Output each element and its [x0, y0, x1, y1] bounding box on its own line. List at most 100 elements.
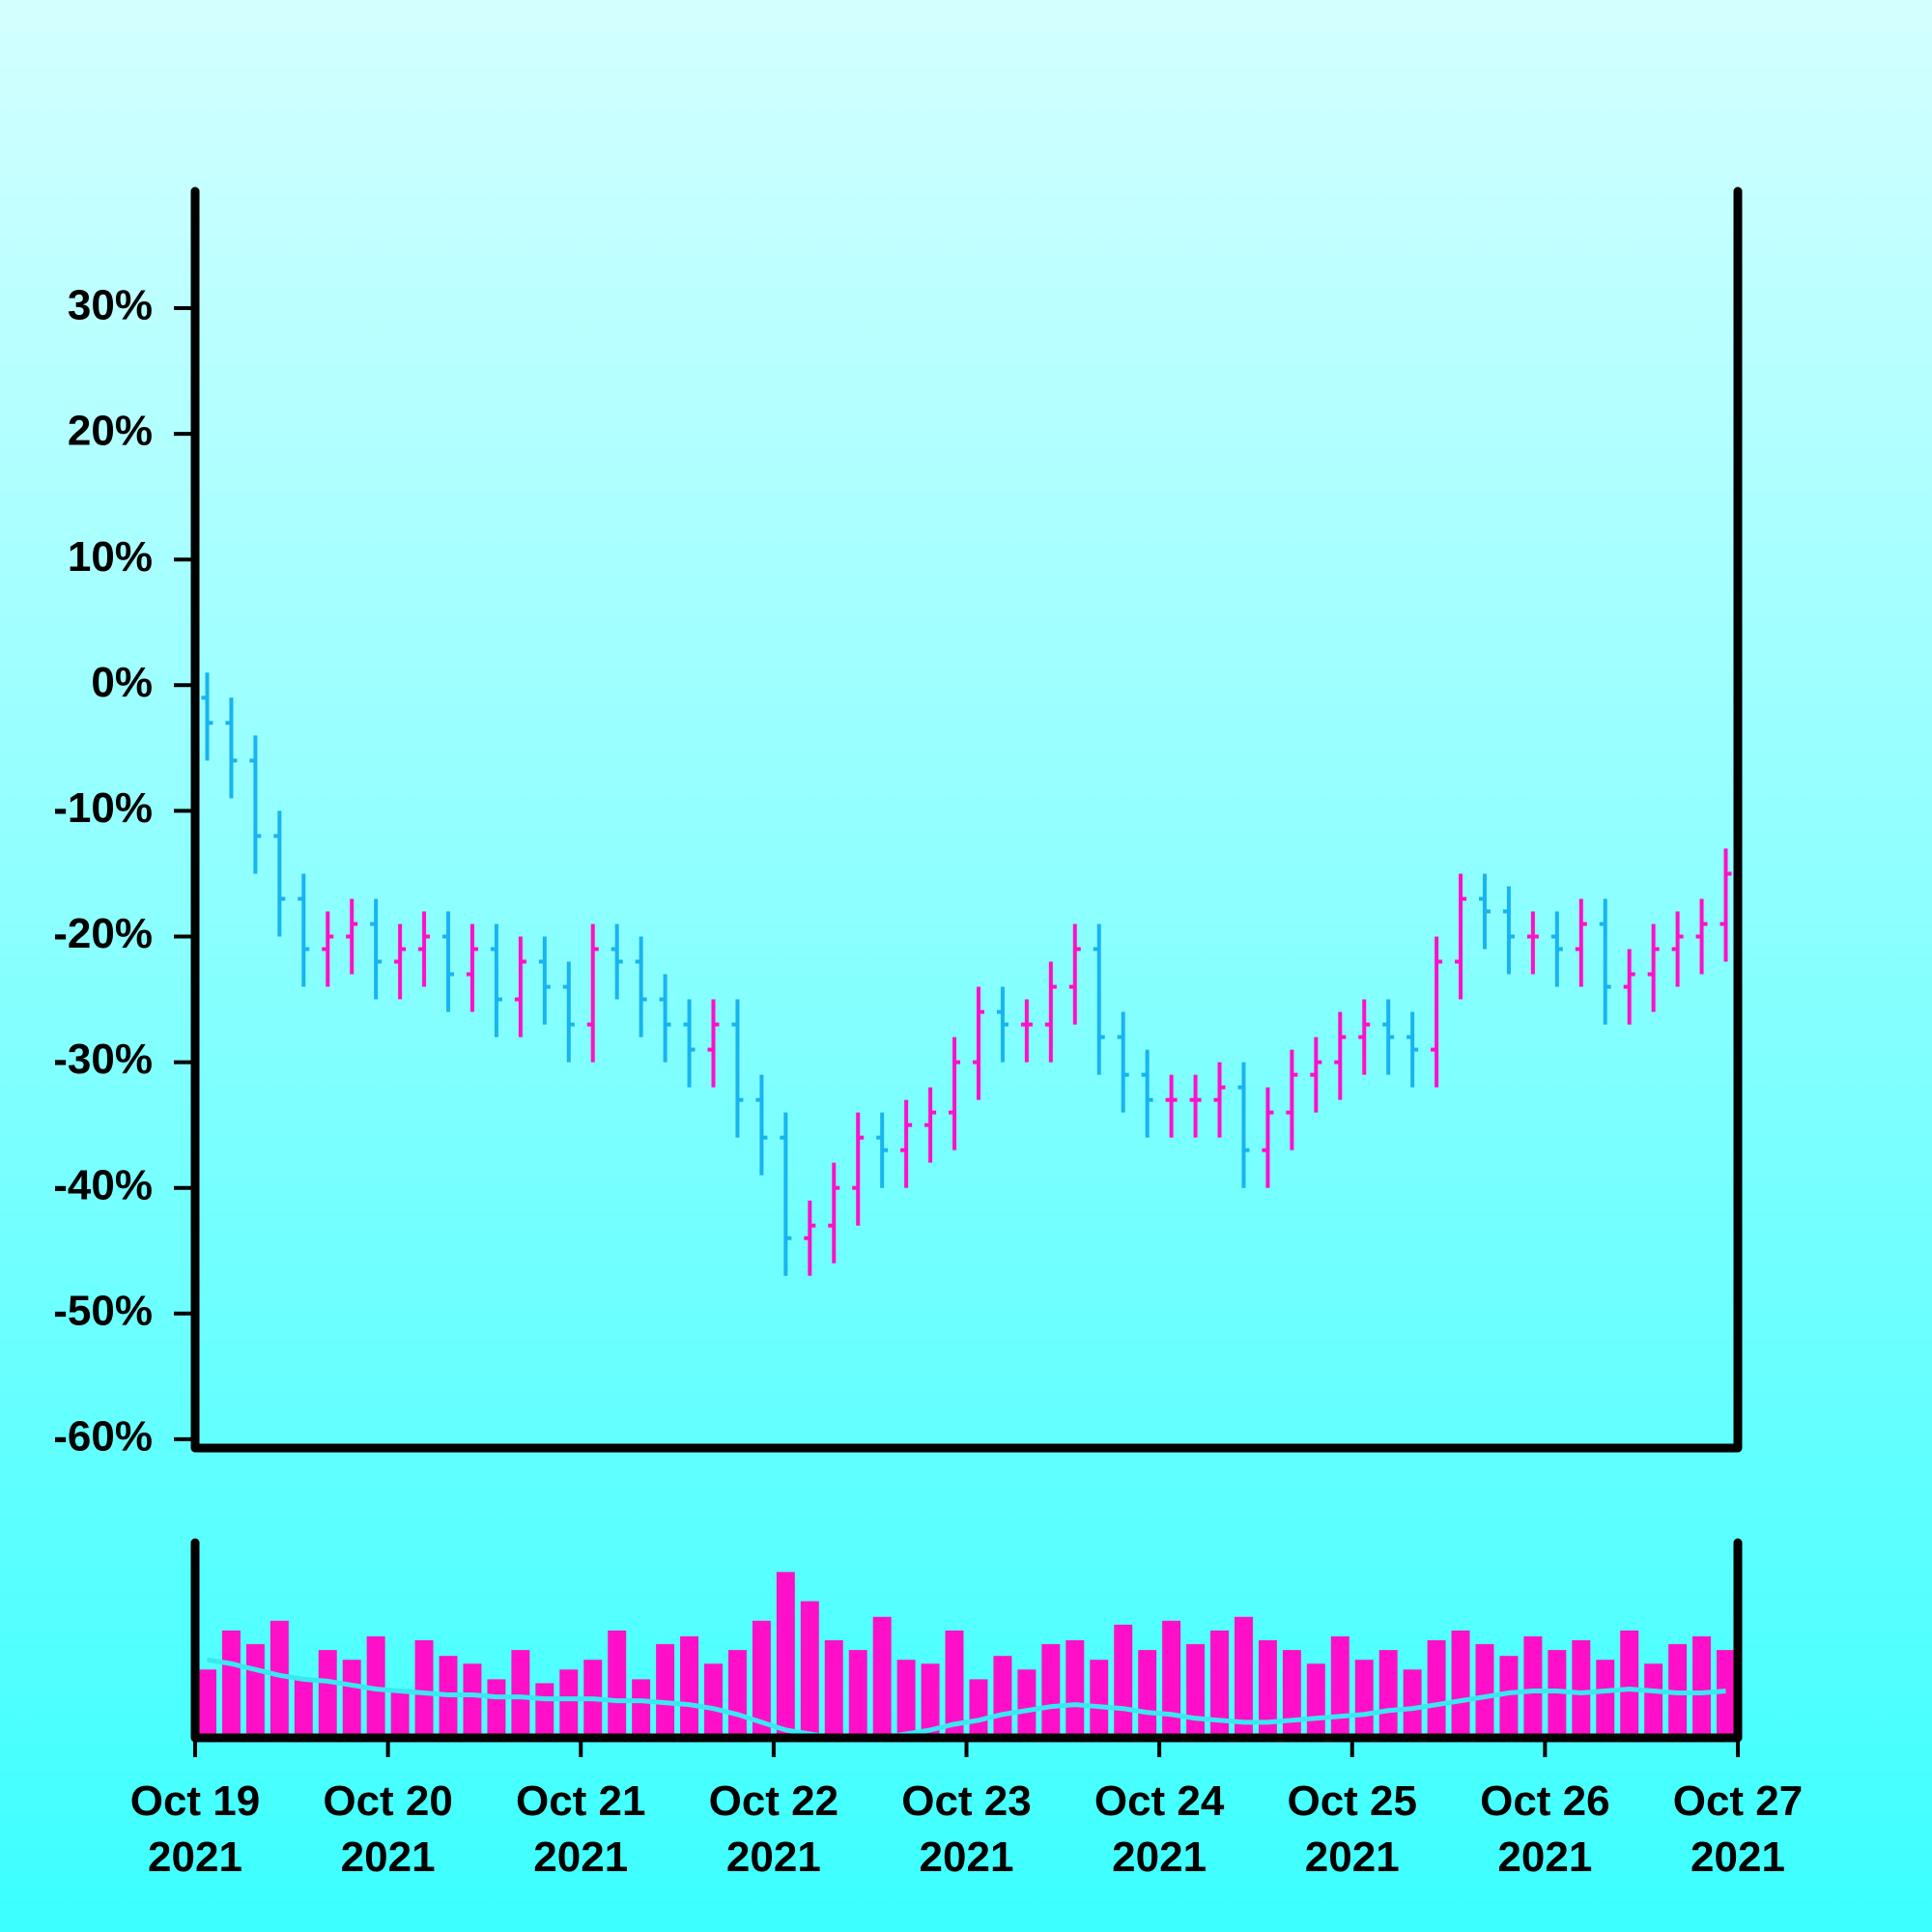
volume-bar: [511, 1650, 530, 1738]
ohlc-bar: [1695, 898, 1708, 975]
volume-bar: [1427, 1640, 1446, 1738]
volume-bar: [1499, 1656, 1519, 1738]
ohlc-bar: [1719, 848, 1732, 962]
volume-bar: [342, 1660, 361, 1738]
ohlc-bar: [1213, 1062, 1226, 1138]
x-tick-label: Oct 23 2021: [901, 1777, 1032, 1881]
volume-bar: [1017, 1669, 1037, 1738]
ohlc-bar: [466, 923, 478, 1012]
y-tick-label: 10%: [68, 533, 153, 581]
volume-bar: [1186, 1644, 1206, 1738]
volume-bar: [1041, 1644, 1061, 1738]
volume-bar: [680, 1635, 699, 1738]
volume-bar: [872, 1616, 892, 1738]
volume-bar: [487, 1679, 506, 1738]
y-tick-label: -60%: [53, 1413, 153, 1461]
volume-bar: [294, 1679, 313, 1738]
volume-bar: [945, 1630, 964, 1738]
volume-bar: [1451, 1630, 1470, 1738]
ohlc-bar: [418, 911, 431, 987]
volume-bar: [1572, 1640, 1591, 1738]
y-tick-label: 0%: [91, 659, 153, 706]
plot: 30% 20% 10% 0% -10% -20% -30% -40% -50% -60%: [53, 186, 1743, 1757]
ohlc-bar: [225, 697, 238, 799]
ohlc-bar: [394, 923, 407, 1000]
volume-bar: [270, 1620, 289, 1738]
x-tick-label: Oct 26 2021: [1480, 1777, 1610, 1881]
volume-bar: [1258, 1640, 1277, 1738]
volume-bar: [1717, 1650, 1736, 1738]
volume-bar: [1620, 1630, 1639, 1738]
ohlc-bar: [804, 1200, 816, 1276]
ohlc-bar: [1575, 898, 1587, 987]
volume-bar: [1378, 1650, 1398, 1738]
volume-bar: [1523, 1635, 1543, 1738]
ohlc-bar: [1406, 1011, 1419, 1088]
volume-bar: [824, 1640, 843, 1738]
ohlc-bar: [1623, 949, 1635, 1025]
ohlc-bar: [1334, 1011, 1347, 1100]
volume-bar: [921, 1663, 940, 1738]
ohlc-bar: [1478, 873, 1491, 950]
volume-bar: [318, 1650, 337, 1738]
volume-bar: [1234, 1616, 1253, 1738]
volume-bar: [800, 1601, 819, 1738]
price-axes: [190, 186, 1743, 1453]
ohlc-bar: [900, 1099, 913, 1188]
volume-bar: [1065, 1640, 1085, 1738]
volume-bar: [896, 1660, 916, 1738]
ohlc-bar: [852, 1112, 865, 1226]
ohlc-bar: [828, 1162, 840, 1264]
volume-bar: [463, 1663, 482, 1738]
ohlc-bar: [1358, 999, 1371, 1075]
volume-bar: [390, 1689, 410, 1738]
ohlc-bar: [1068, 923, 1081, 1025]
ohlc-bar: [780, 1112, 792, 1276]
volume-axes: [190, 1538, 1743, 1743]
volume-bar: [969, 1679, 988, 1738]
y-tick-label: -10%: [53, 784, 153, 832]
ohlc-bar: [322, 911, 334, 987]
volume-bar: [1403, 1669, 1422, 1738]
ohlc-bar: [972, 986, 984, 1100]
ohlc-bar: [1165, 1074, 1178, 1138]
ohlc-bar: [249, 735, 262, 874]
volume-bar: [1596, 1660, 1615, 1738]
volume-ma-line: [207, 1657, 1726, 1738]
x-tick-label: Oct 27 2021: [1672, 1777, 1804, 1881]
ohlc-bar: [731, 999, 744, 1138]
volume-bar: [704, 1663, 723, 1738]
ohlc-bar: [659, 974, 671, 1063]
x-tick-label: Oct 24 2021: [1094, 1777, 1225, 1881]
y-tick-label: -50%: [53, 1287, 153, 1334]
ohlc-bar: [346, 898, 358, 975]
ohlc-bar: [1431, 936, 1443, 1088]
ohlc-bar: [611, 923, 623, 1000]
ohlc-bar: [201, 672, 213, 761]
ohlc-bar: [1262, 1087, 1274, 1188]
ohlc-bar: [1671, 911, 1684, 987]
ohlc-bar: [1237, 1062, 1250, 1188]
volume-bar: [197, 1669, 216, 1738]
y-tick-label: -40%: [53, 1161, 153, 1208]
volume-bar: [993, 1656, 1012, 1738]
ohlc-bar: [1382, 999, 1395, 1075]
x-tick-label: Oct 21 2021: [515, 1777, 646, 1881]
ohlc-bar: [1189, 1074, 1202, 1138]
ohlc-bar: [514, 936, 526, 1037]
volume-bar: [535, 1683, 554, 1738]
ohlc-bar: [1647, 923, 1660, 1012]
ohlc-bar: [1550, 911, 1563, 987]
volume-bar: [1475, 1644, 1494, 1738]
ohlc-bar: [996, 986, 1009, 1063]
volume-bar: [1692, 1635, 1712, 1738]
ohlc-bar: [1526, 911, 1539, 975]
ohlc-bar: [949, 1037, 961, 1151]
ohlc-bar: [1599, 898, 1611, 1025]
x-tick-label: Oct 25 2021: [1287, 1777, 1417, 1881]
ohlc-bar: [924, 1087, 937, 1163]
ohlc-bar: [1117, 1011, 1129, 1113]
ohlc-bar: [273, 810, 286, 937]
ohlc-bar: [876, 1112, 889, 1188]
